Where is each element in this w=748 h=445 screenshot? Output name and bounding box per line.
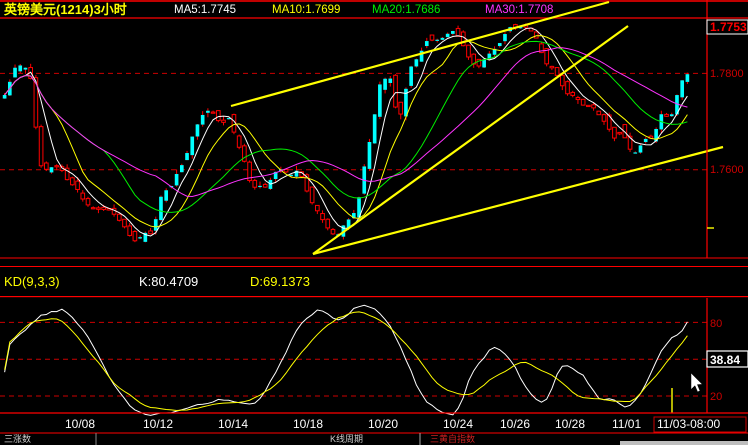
svg-text:1.7800: 1.7800 bbox=[710, 68, 744, 80]
svg-text:11/01: 11/01 bbox=[612, 417, 641, 431]
svg-text:10/18: 10/18 bbox=[293, 417, 323, 431]
svg-text:10/08: 10/08 bbox=[65, 417, 95, 431]
svg-text:MA5:1.7745: MA5:1.7745 bbox=[174, 4, 236, 16]
svg-text:10/26: 10/26 bbox=[500, 417, 530, 431]
svg-text:10/28: 10/28 bbox=[555, 417, 585, 431]
svg-text:11/03-08:00: 11/03-08:00 bbox=[657, 417, 720, 431]
svg-text:10/14: 10/14 bbox=[218, 417, 248, 431]
svg-text:K线周期: K线周期 bbox=[330, 433, 363, 444]
svg-text:英镑美元(1214)3小时: 英镑美元(1214)3小时 bbox=[3, 2, 127, 17]
svg-text:MA10:1.7699: MA10:1.7699 bbox=[272, 4, 340, 16]
svg-text:MA30:1.7708: MA30:1.7708 bbox=[485, 4, 553, 16]
svg-text:1.7753: 1.7753 bbox=[710, 20, 747, 34]
svg-text:20: 20 bbox=[710, 391, 722, 403]
svg-text:80: 80 bbox=[710, 318, 722, 330]
svg-text:K:80.4709: K:80.4709 bbox=[139, 274, 198, 289]
svg-text:三黄自指数: 三黄自指数 bbox=[430, 433, 475, 444]
svg-text:1.7600: 1.7600 bbox=[710, 164, 744, 176]
svg-text:三涨数: 三涨数 bbox=[4, 433, 31, 444]
svg-text:MA20:1.7686: MA20:1.7686 bbox=[372, 4, 440, 16]
svg-text:10/12: 10/12 bbox=[143, 417, 173, 431]
svg-text:38.84: 38.84 bbox=[710, 353, 740, 367]
svg-text:10/20: 10/20 bbox=[368, 417, 398, 431]
svg-text:D:69.1373: D:69.1373 bbox=[250, 274, 310, 289]
svg-text:KD(9,3,3): KD(9,3,3) bbox=[4, 274, 60, 289]
svg-text:10/24: 10/24 bbox=[443, 417, 473, 431]
